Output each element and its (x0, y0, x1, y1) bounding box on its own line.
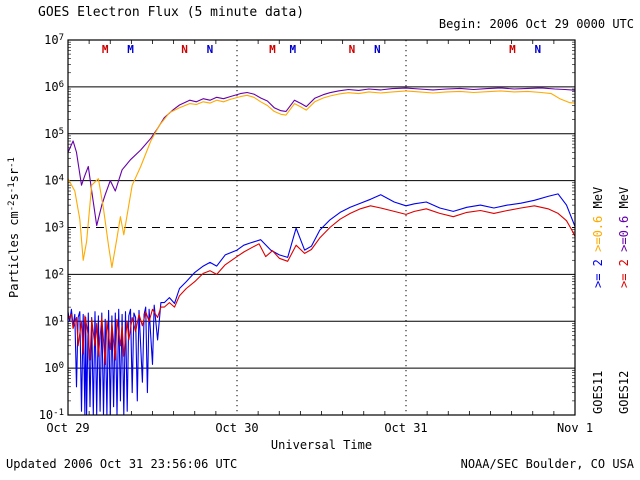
y-tick-label: 107 (44, 33, 64, 47)
credit-label: NOAA/SEC Boulder, CO USA (460, 457, 634, 471)
x-axis-title: Universal Time (271, 438, 372, 452)
series-goes11_e06 (67, 90, 576, 269)
y-tick-label: 100 (44, 361, 64, 375)
event-marker-N: N (181, 43, 188, 56)
event-marker-M: M (102, 43, 109, 56)
right-label-goes11-name: GOES11 (591, 371, 605, 414)
y-tick-label: 106 (44, 80, 64, 94)
y-tick-label: 102 (44, 267, 64, 281)
y-tick-label: 103 (44, 221, 64, 235)
y-tick-label: 101 (44, 314, 64, 328)
y-tick-label: 10-1 (39, 408, 64, 422)
right-label-goes12-name: GOES12 (617, 371, 631, 414)
x-tick-label: Nov 1 (557, 421, 593, 435)
chart-title: GOES Electron Flux (5 minute data) (38, 5, 305, 20)
event-marker-N: N (374, 43, 381, 56)
x-tick-label: Oct 29 (46, 421, 89, 435)
event-marker-N: N (349, 43, 356, 56)
y-axis-title: Particles cm-2s-1sr-1 (7, 157, 21, 298)
right-label-goes12-energy: >= 2 >=0.6 MeV (617, 187, 631, 288)
event-marker-M: M (509, 43, 516, 56)
plot-frame (67, 39, 576, 416)
event-marker-M: M (269, 43, 276, 56)
updated-timestamp: Updated 2006 Oct 31 23:56:06 UTC (6, 457, 238, 471)
event-marker-N: N (207, 43, 214, 56)
event-marker-M: M (289, 43, 296, 56)
y-tick-label: 105 (44, 127, 64, 141)
x-tick-label: Oct 30 (215, 421, 258, 435)
begin-timestamp: Begin: 2006 Oct 29 0000 UTC (438, 17, 634, 31)
event-marker-N: N (535, 43, 542, 56)
right-label-goes11-energy: >= 2 >=0.6 MeV (591, 187, 605, 288)
event-marker-M: M (127, 43, 134, 56)
x-tick-label: Oct 31 (384, 421, 427, 435)
series-goes12_e2 (67, 205, 576, 365)
y-tick-label: 104 (44, 174, 64, 188)
series-goes12_e06 (67, 87, 576, 227)
